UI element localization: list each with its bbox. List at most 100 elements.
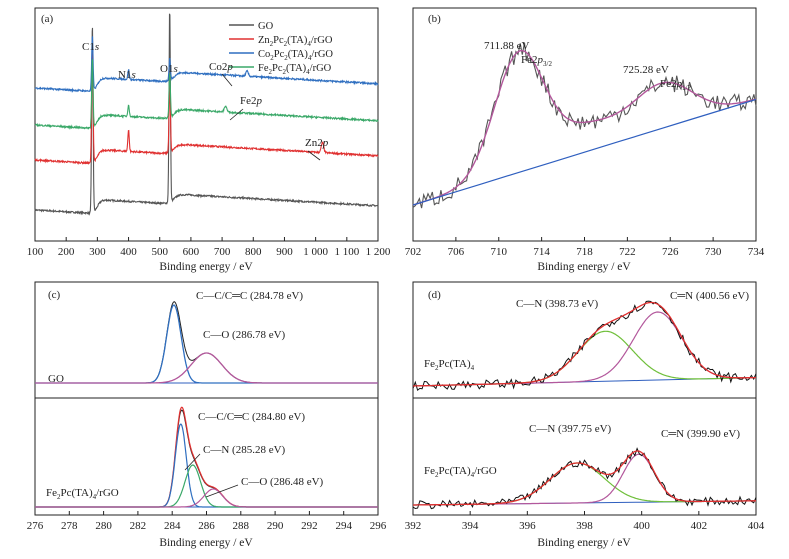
annotation-fe2p32-value: 711.88 eV	[484, 40, 529, 52]
panel-b-background-trace	[412, 98, 757, 206]
panel-d-tick-label: 392	[405, 520, 422, 532]
panel-d-bot-fit	[413, 450, 756, 506]
panel-a-tick-label: 1 200	[366, 246, 391, 258]
panel-a-tick-label: 1 100	[334, 246, 359, 258]
panel-b-tick-label: 706	[448, 246, 465, 258]
panel-c-tick-label: 290	[267, 520, 284, 532]
panel-b-tick-label: 730	[705, 246, 722, 258]
panel-d-tick-label: 400	[633, 520, 650, 532]
panel-d: (d) 392 394 396 398 400 402 404 Binding energy…	[405, 281, 765, 549]
panel-d-top-raw	[412, 300, 757, 392]
annotation-fe2p-arrow	[229, 108, 244, 121]
annotation-zn2p: Zn2p	[305, 137, 329, 149]
panel-d-tick-label: 396	[519, 520, 536, 532]
panel-a-tick-label: 100	[27, 246, 44, 258]
annotation-c-rgo-ccc: C—C/C═C (284.80 eV)	[198, 411, 305, 423]
annotation-d-bot-cn: C—N (397.75 eV)	[529, 423, 612, 435]
panel-a-traces	[34, 13, 379, 216]
panel-d-label: (d)	[428, 289, 441, 301]
panel-c-go-ccc-component	[35, 304, 378, 384]
annotation-c-go-co: C—O (286.78 eV)	[203, 329, 286, 341]
legend-label-fe: Fe2Pc2(TA)4/rGO	[258, 63, 332, 76]
panel-b-tick-label: 702	[405, 246, 422, 258]
annotation-c-rgo-sample: Fe2Pc(TA)4/rGO	[46, 487, 119, 501]
panel-d-top-cdn-component	[413, 311, 756, 387]
annotation-d-top-sample: Fe2Pc(TA)4	[424, 358, 475, 372]
panel-c-go-co-component	[35, 352, 378, 384]
panel-a-trace-co	[34, 36, 379, 94]
panel-b-tick-label: 718	[576, 246, 593, 258]
panel-d-top-fit	[413, 301, 756, 387]
panel-b-tick-label: 722	[619, 246, 636, 258]
panel-b-fit-trace	[412, 49, 757, 206]
annotation-d-bot-sample: Fe2Pc(TA)4/rGO	[424, 465, 497, 479]
panel-c-tick-label: 284	[164, 520, 181, 532]
annotation-c1s: C1s	[82, 41, 99, 53]
annotation-co2p-arrow	[221, 73, 233, 87]
panel-c: (c) 276 278 280 282 284 286 288 290 292 294 296 Bi…	[27, 281, 387, 549]
panel-a-tick-label: 600	[183, 246, 200, 258]
panel-b-label: (b)	[428, 13, 441, 25]
panel-a-xlabel: Binding energy / eV	[159, 261, 253, 273]
panel-d-bot-cdn-component	[413, 453, 756, 506]
annotation-n1s: N1s	[118, 69, 136, 81]
panel-a-tick-label: 400	[120, 246, 137, 258]
panel-b-tick-label: 726	[662, 246, 679, 258]
panel-b-x-ticks: 702 706 710 714 718 722 726 730 734	[405, 237, 765, 258]
panel-a-tick-label: 700	[214, 246, 231, 258]
panel-a-trace-fe	[34, 59, 379, 130]
panel-c-go-raw	[35, 301, 378, 384]
annotation-c-rgo-cn: C—N (285.28 eV)	[203, 444, 286, 456]
panel-a-x-ticks: 100 200 300 400 500 600 700 800 900 1 000 1 100 1 2…	[27, 237, 391, 258]
annotation-fe2p12-value: 725.28 eV	[623, 64, 669, 76]
panel-c-tick-label: 294	[335, 520, 352, 532]
panel-b-raw-trace	[412, 42, 757, 209]
panel-c-tick-label: 278	[61, 520, 78, 532]
panel-c-label: (c)	[48, 289, 61, 301]
legend-label-zn: Zn2Pc2(TA)4/rGO	[258, 35, 333, 48]
legend-label-go: GO	[258, 21, 274, 32]
panel-c-tick-label: 286	[198, 520, 215, 532]
annotation-zn2p-arrow	[307, 150, 321, 161]
panel-b-tick-label: 710	[491, 246, 508, 258]
panel-c-tick-label: 276	[27, 520, 44, 532]
panel-c-tick-label: 280	[95, 520, 112, 532]
annotation-d-top-cn: C—N (398.73 eV)	[516, 298, 599, 310]
panel-d-tick-label: 394	[462, 520, 479, 532]
annotation-c-rgo-co: C—O (286.48 eV)	[241, 476, 324, 488]
annotation-o1s: O1s	[160, 63, 178, 75]
annotation-fe2p: Fe2p	[240, 95, 263, 107]
panel-b-xlabel: Binding energy / eV	[537, 261, 631, 273]
panel-d-tick-label: 398	[576, 520, 593, 532]
panel-d-bot-raw	[412, 447, 757, 510]
panel-d-x-ticks: 392 394 396 398 400 402 404	[405, 511, 765, 532]
panel-a-tick-label: 900	[276, 246, 293, 258]
annotation-c-go-ccc: C—C/C═C (284.78 eV)	[196, 290, 303, 302]
panel-c-xlabel: Binding energy / eV	[159, 537, 253, 549]
panel-a-tick-label: 500	[151, 246, 168, 258]
panel-c-x-ticks: 276 278 280 282 284 286 288 290 292 294 296	[27, 511, 387, 532]
legend-label-co: Co2Pc2(TA)4/rGO	[258, 49, 333, 62]
annotation-d-bot-cdn: C═N (399.90 eV)	[661, 428, 740, 440]
panel-b-tick-label: 714	[533, 246, 550, 258]
panel-c-tick-label: 282	[130, 520, 147, 532]
annotation-co2p: Co2p	[209, 61, 233, 73]
panel-d-xlabel: Binding energy / eV	[537, 537, 631, 549]
panel-d-traces	[412, 300, 757, 510]
panel-a-tick-label: 1 000	[303, 246, 328, 258]
panel-c-traces	[35, 301, 378, 508]
panel-c-tick-label: 296	[370, 520, 387, 532]
panel-a-tick-label: 300	[89, 246, 106, 258]
panel-a-legend: GO Zn2Pc2(TA)4/rGO Co2Pc2(TA)4/rGO Fe2Pc…	[229, 21, 333, 76]
panel-b-traces	[412, 42, 757, 209]
panel-a-tick-label: 200	[58, 246, 75, 258]
panel-c-tick-label: 292	[301, 520, 318, 532]
panel-b-tick-label: 734	[748, 246, 765, 258]
annotation-fe2p12-label: Fe2p1/2	[660, 78, 691, 92]
panel-a: (a) 100 200 300 400 500 600 700 800 900 1 000 1 10…	[27, 7, 391, 273]
panel-a-label: (a)	[41, 13, 54, 25]
panel-d-tick-label: 402	[691, 520, 708, 532]
panel-c-tick-label: 288	[233, 520, 250, 532]
annotation-fe2p32-label: Fe2p3/2	[521, 54, 552, 68]
